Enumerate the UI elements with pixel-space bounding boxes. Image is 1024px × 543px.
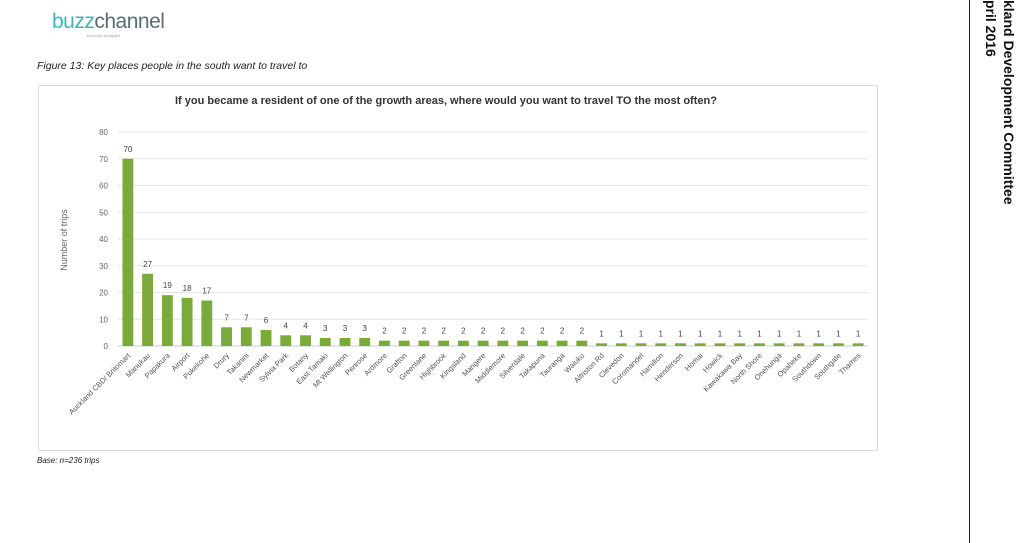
- bar: [852, 343, 864, 346]
- y-tick-label: 40: [99, 235, 108, 244]
- data-label: 1: [757, 329, 762, 338]
- bar: [813, 343, 825, 346]
- data-label: 18: [183, 284, 192, 293]
- data-label: 1: [718, 329, 723, 338]
- x-tick-label: Auckland CBD/ Britomart: [67, 350, 133, 416]
- data-label: 17: [202, 287, 211, 296]
- bar: [122, 158, 134, 346]
- bar: [260, 329, 272, 346]
- bar: [596, 343, 607, 346]
- bar: [556, 340, 568, 346]
- data-label: 3: [362, 324, 367, 333]
- bar: [754, 343, 765, 346]
- bar: [398, 340, 410, 346]
- y-tick-label: 30: [99, 262, 108, 271]
- bar: [379, 340, 390, 346]
- bar: [181, 297, 193, 346]
- bar: [615, 343, 627, 346]
- data-label: 2: [382, 327, 387, 336]
- bar: [280, 335, 292, 346]
- buzzchannel-logo: buzzchannel: [52, 10, 165, 34]
- data-label: 1: [619, 329, 624, 338]
- bar: [714, 343, 726, 346]
- data-label: 4: [303, 321, 308, 330]
- data-label: 2: [560, 327, 565, 336]
- bar: [536, 340, 548, 346]
- data-label: 2: [461, 327, 466, 336]
- x-tick-label: Thames: [837, 351, 863, 377]
- y-tick-label: 20: [99, 289, 108, 298]
- y-tick-label: 70: [99, 155, 108, 164]
- bar: [161, 295, 173, 346]
- data-label: 1: [678, 329, 683, 338]
- chart-title: If you became a resident of one of the g…: [175, 95, 717, 107]
- data-label: 2: [520, 327, 525, 336]
- bar: [477, 340, 489, 346]
- data-label: 1: [599, 329, 604, 338]
- data-label: 2: [580, 327, 585, 336]
- bar: [300, 335, 311, 346]
- data-label: 70: [123, 145, 132, 154]
- chart-frame: [38, 85, 878, 451]
- figure-caption: Figure 13: Key places people in the sout…: [37, 60, 308, 72]
- bar: [793, 343, 805, 346]
- data-label: 2: [501, 327, 506, 336]
- bar: [773, 343, 785, 346]
- data-label: 1: [777, 329, 782, 338]
- data-label: 3: [323, 324, 328, 333]
- bar: [517, 340, 529, 346]
- data-label: 1: [639, 329, 644, 338]
- data-label: 1: [737, 329, 742, 338]
- page-divider: [969, 0, 970, 543]
- data-label: 4: [284, 321, 289, 330]
- bar: [457, 340, 469, 346]
- data-label: 19: [163, 281, 172, 290]
- logo-part2: channel: [94, 10, 165, 33]
- data-label: 1: [816, 329, 821, 338]
- y-tick-label: 80: [99, 128, 108, 137]
- y-tick-label: 50: [99, 208, 108, 217]
- bar: [240, 327, 252, 346]
- data-label: 1: [856, 329, 861, 338]
- bar: [359, 337, 371, 346]
- data-label: 2: [402, 327, 407, 336]
- data-label: 7: [244, 313, 249, 322]
- data-label: 1: [836, 329, 841, 338]
- bar: [339, 337, 351, 346]
- data-label: 3: [343, 324, 348, 333]
- data-label: 27: [143, 260, 152, 269]
- bar: [734, 343, 746, 346]
- bar: [675, 343, 686, 346]
- bar: [142, 273, 154, 346]
- bar: [635, 343, 647, 346]
- data-label: 2: [481, 327, 486, 336]
- bar: [576, 340, 588, 346]
- data-label: 2: [441, 327, 446, 336]
- bar: [497, 340, 509, 346]
- y-tick-label: 10: [99, 315, 108, 324]
- logo-tagline: Your Link to Insight: [86, 33, 120, 38]
- base-note: Base: n=236 trips: [37, 456, 100, 465]
- bar: [832, 343, 844, 346]
- y-axis-label: Number of trips: [59, 209, 69, 271]
- y-tick-label: 0: [104, 342, 109, 351]
- data-label: 1: [698, 329, 703, 338]
- bar: [201, 300, 213, 346]
- logo-part1: buzz: [52, 10, 95, 33]
- data-label: 6: [264, 316, 269, 325]
- bar: [694, 343, 706, 346]
- data-label: 7: [224, 313, 229, 322]
- data-label: 2: [422, 327, 427, 336]
- bar: [319, 337, 331, 346]
- bar: [418, 340, 430, 346]
- bar: [655, 343, 667, 346]
- y-tick-label: 60: [99, 182, 108, 191]
- bar: [438, 340, 450, 346]
- data-label: 1: [797, 329, 802, 338]
- bar: [221, 327, 232, 346]
- data-label: 2: [540, 327, 545, 336]
- data-label: 1: [659, 329, 664, 338]
